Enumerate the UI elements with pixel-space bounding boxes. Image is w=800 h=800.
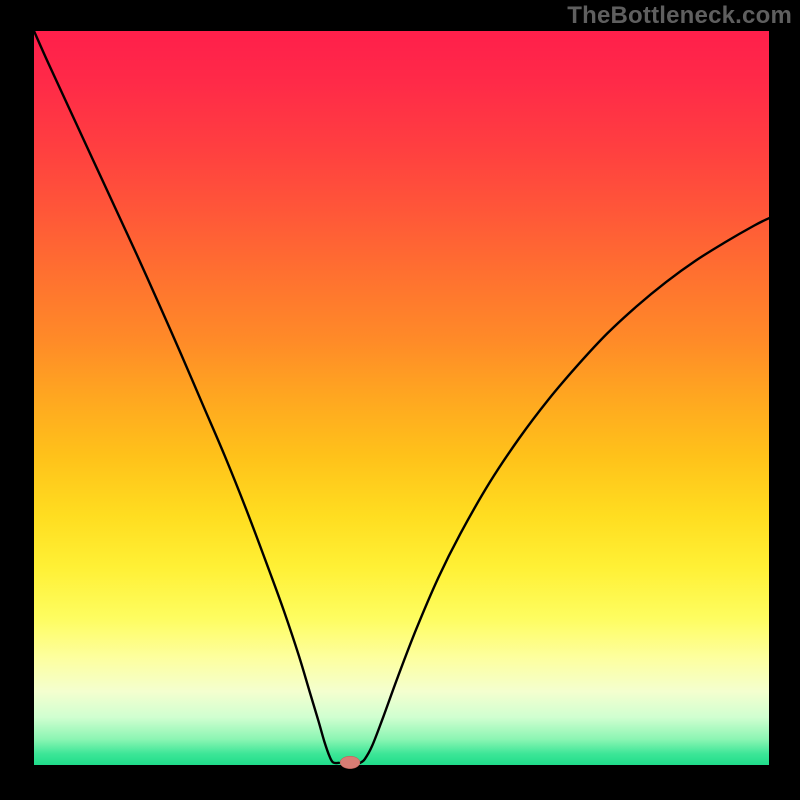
watermark-text: TheBottleneck.com xyxy=(567,2,792,30)
chart-container: { "watermark": "TheBottleneck.com", "cha… xyxy=(0,0,800,800)
plot-background xyxy=(34,31,769,765)
optimal-point-marker xyxy=(340,756,360,768)
bottleneck-chart xyxy=(0,0,800,800)
